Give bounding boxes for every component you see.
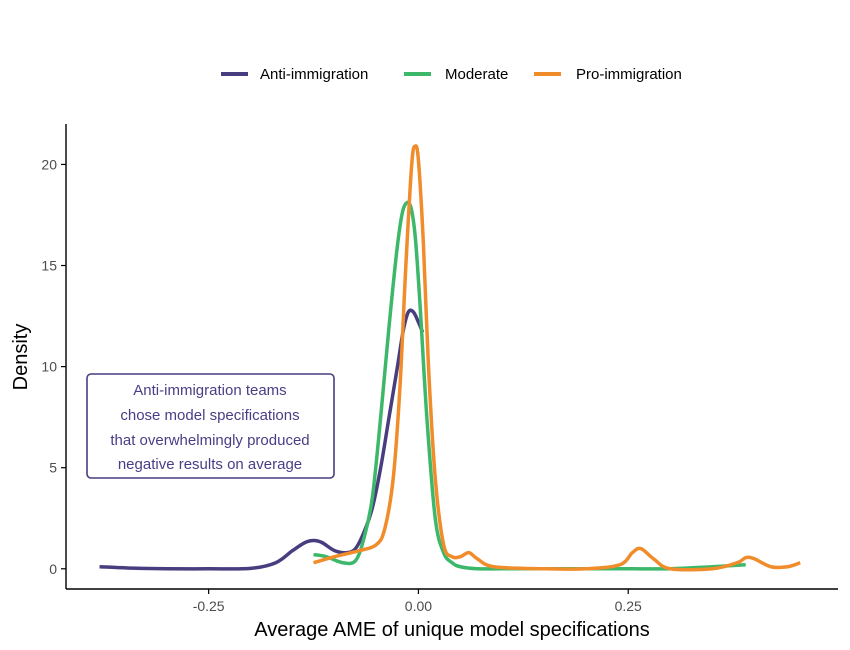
annotation-box <box>86 373 335 479</box>
x-ticks: -0.25 0.00 0.25 <box>193 589 642 614</box>
annotation: Anti-immigration teams chose model speci… <box>86 373 335 479</box>
y-tick-label: 0 <box>49 561 57 577</box>
x-axis: -0.25 0.00 0.25 Average AME of unique mode… <box>66 588 838 641</box>
series-line-pro-immigration <box>313 144 801 572</box>
x-axis-title: Average AME of unique model specificatio… <box>254 619 649 641</box>
y-tick-label: 10 <box>41 359 57 375</box>
annotation-line-4: negative results on average <box>118 456 302 473</box>
legend-label-moderate: Moderate <box>445 66 508 83</box>
legend-label-pro-immigration: Pro-immigration <box>576 66 682 83</box>
series-line-moderate <box>313 200 746 571</box>
y-tick-label: 20 <box>41 156 57 172</box>
legend: Anti-immigration Moderate Pro-immigratio… <box>221 66 682 83</box>
x-tick-label: -0.25 <box>193 598 225 614</box>
y-tick-label: 15 <box>41 258 57 274</box>
y-axis: 0 5 10 15 20 Density <box>10 124 67 589</box>
y-ticks: 0 5 10 15 20 <box>41 156 66 577</box>
annotation-line-3: that overwhelmingly produced <box>110 432 309 449</box>
annotation-line-1: Anti-immigration teams <box>133 382 286 399</box>
legend-label-anti-immigration: Anti-immigration <box>260 66 368 83</box>
x-tick-label: 0.25 <box>615 598 642 614</box>
annotation-line-2: chose model specifications <box>120 407 299 424</box>
x-tick-label: 0.00 <box>405 598 432 614</box>
y-axis-title: Density <box>10 324 32 391</box>
y-tick-label: 5 <box>49 460 57 476</box>
series-lines <box>99 144 801 572</box>
